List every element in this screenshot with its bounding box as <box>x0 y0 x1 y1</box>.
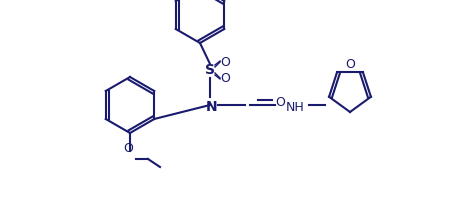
Text: O: O <box>220 55 230 69</box>
Text: O: O <box>344 58 354 70</box>
Text: S: S <box>205 63 215 77</box>
Text: O: O <box>220 72 230 84</box>
Text: O: O <box>275 96 284 108</box>
Text: N: N <box>206 100 217 114</box>
Text: O: O <box>123 142 133 155</box>
Text: NH: NH <box>285 100 304 114</box>
